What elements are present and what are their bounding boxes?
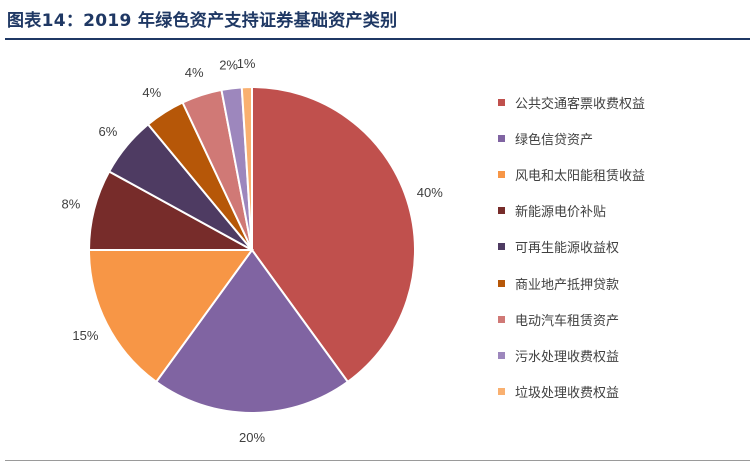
legend-swatch [498, 207, 505, 215]
legend-label: 电动汽车租赁资产 [515, 313, 620, 329]
chart-title: 图表14：2019 年绿色资产支持证券基础资产类别 [7, 11, 398, 31]
legend-swatch [498, 134, 505, 142]
legend-item-1: 公共交通客票收费权益 [498, 84, 645, 120]
pie-slice-label-2: 20% [239, 430, 265, 445]
legend-item-9: 垃圾处理收费权益 [498, 374, 645, 410]
legend-label: 新能源电价补贴 [515, 205, 607, 221]
pie-slice-1 [251, 85, 416, 384]
legend-item-7: 电动汽车租赁资产 [498, 301, 645, 337]
pie-slice-label-6: 4% [142, 85, 161, 100]
legend-item-3: 风电和太阳能租赁收益 [498, 156, 645, 192]
legend-item-4: 新能源电价补贴 [498, 193, 645, 229]
legend-swatch [498, 98, 505, 106]
pie-slice-label-3: 15% [72, 328, 98, 343]
bottom-divider [5, 460, 750, 461]
pie-slice-9 [240, 85, 253, 251]
legend-label: 风电和太阳能租赁收益 [515, 168, 646, 184]
legend-item-8: 污水处理收费权益 [498, 337, 645, 373]
legend-item-5: 可再生能源收益权 [498, 229, 645, 265]
title-underline [5, 38, 750, 40]
legend-swatch [498, 388, 505, 396]
pie-slice-label-4: 8% [62, 197, 81, 212]
legend-swatch [498, 170, 505, 178]
pie-slice-label-5: 6% [99, 124, 118, 139]
legend-swatch [498, 279, 505, 287]
legend-label: 公共交通客票收费权益 [515, 96, 646, 112]
legend-label: 绿色信贷资产 [515, 132, 594, 148]
legend-item-2: 绿色信贷资产 [498, 120, 645, 156]
pie-slice-3 [87, 249, 254, 384]
legend-swatch [498, 315, 505, 323]
legend-label: 污水处理收费权益 [515, 349, 620, 365]
legend-item-6: 商业地产抵押贷款 [498, 265, 645, 301]
pie-slice-label-9: 1% [237, 56, 256, 71]
chart-legend: 公共交通客票收费权益 绿色信贷资产风电和太阳能租赁收益 新能源电价补贴 可再生能源收益… [498, 84, 645, 410]
legend-label: 垃圾处理收费权益 [515, 386, 620, 402]
pie-slice-label-1: 40% [417, 185, 443, 200]
legend-label: 可再生能源收益权 [515, 241, 620, 257]
pie-slice-label-7: 4% [185, 65, 204, 80]
legend-label: 商业地产抵押贷款 [515, 277, 620, 293]
legend-swatch [498, 351, 505, 359]
pie-slice-2 [154, 248, 350, 415]
pie-slice-label-8: 2% [219, 58, 238, 73]
legend-swatch [498, 243, 505, 251]
